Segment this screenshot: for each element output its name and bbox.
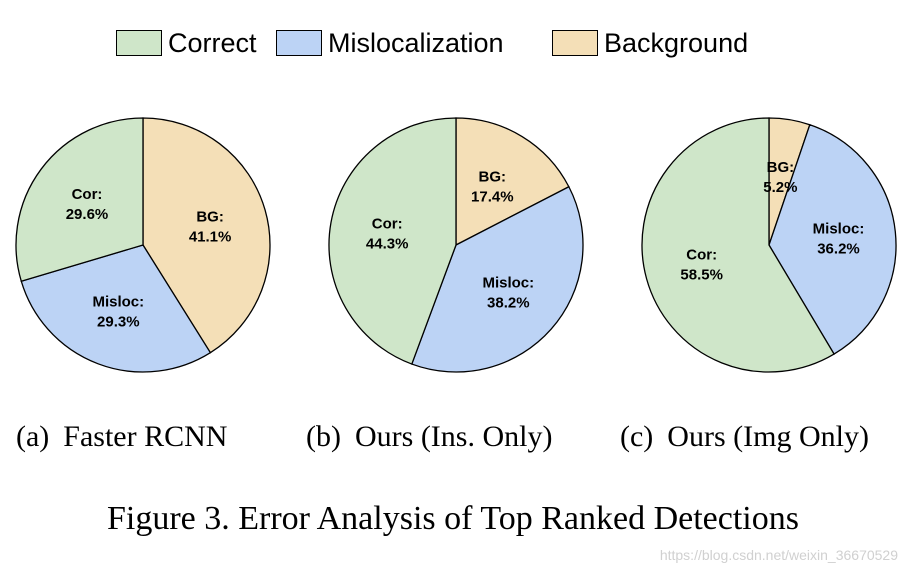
pie-b-slice-cor: [328, 117, 457, 365]
pie-a-slice-cor: [15, 117, 144, 283]
legend-item-mislocalization: Mislocalization: [276, 20, 504, 66]
pie-c-label-bg: BG:: [767, 159, 795, 176]
pie-chart-a: BG: 41.1% Misloc: 29.3% Cor: 29.6%: [15, 117, 271, 373]
caption-b-text: Ours (Ins. Only): [354, 420, 553, 453]
pie-chart-c: BG: 5.2% Misloc: 36.2% Cor: 58.5%: [641, 117, 897, 373]
pie-a-label-misloc: Misloc:: [92, 293, 144, 310]
legend-label-correct: Correct: [168, 27, 257, 58]
pie-b-label-cor: Cor:: [372, 216, 403, 233]
pie-b-value-misloc: 38.2%: [487, 294, 530, 311]
legend-label-mislocalization: Mislocalization: [328, 27, 504, 58]
pie-a-slice-misloc: [20, 244, 212, 373]
caption-a-tag: (a): [16, 420, 50, 453]
pie-a-value-misloc: 29.3%: [97, 313, 140, 330]
legend: Correct Mislocalization Background: [0, 20, 906, 66]
pie-a-slice-bg: [142, 117, 271, 354]
legend-swatch-mislocalization: [276, 30, 322, 56]
pie-b-label-bg: BG:: [479, 168, 507, 185]
pie-c-value-cor: 58.5%: [680, 267, 723, 284]
pie-a-label-bg: BG:: [196, 209, 224, 226]
pie-b-value-bg: 17.4%: [471, 188, 514, 205]
watermark: https://blog.csdn.net/weixin_36670529: [659, 547, 898, 563]
caption-c-tag: (c): [620, 420, 654, 453]
pie-a-label-cor: Cor:: [72, 186, 103, 203]
caption-a: (a) Faster RCNN: [16, 420, 227, 454]
legend-item-correct: Correct: [116, 20, 257, 66]
pie-c-slice-misloc: [768, 123, 897, 355]
pie-b-value-cor: 44.3%: [366, 236, 409, 253]
pie-c-value-misloc: 36.2%: [817, 241, 860, 258]
pie-c-slice-cor: [641, 117, 835, 373]
pie-a-value-bg: 41.1%: [189, 229, 232, 246]
legend-label-background: Background: [604, 27, 749, 58]
pie-c-value-bg: 5.2%: [763, 179, 797, 196]
caption-c: (c) Ours (Img Only): [620, 420, 869, 454]
pie-charts: BG: 41.1% Misloc: 29.3% Cor: 29.6% BG: 17.4% Mis…: [15, 117, 897, 373]
pie-a-value-cor: 29.6%: [66, 206, 109, 223]
caption-a-text: Faster RCNN: [63, 420, 228, 453]
caption-b: (b) Ours (Ins. Only): [306, 420, 552, 454]
pie-chart-b: BG: 17.4% Misloc: 38.2% Cor: 44.3%: [328, 117, 584, 373]
caption-b-tag: (b): [306, 420, 341, 453]
pie-b-label-misloc: Misloc:: [482, 274, 534, 291]
pie-c-label-misloc: Misloc:: [813, 221, 865, 238]
pie-b-slice-misloc: [410, 185, 584, 373]
legend-item-background: Background: [552, 20, 748, 66]
figure-caption: Figure 3. Error Analysis of Top Ranked D…: [107, 500, 799, 537]
caption-c-text: Ours (Img Only): [667, 420, 869, 453]
pie-b-slice-bg: [455, 117, 570, 247]
legend-swatch-background: [552, 30, 598, 56]
pie-c-label-cor: Cor:: [686, 247, 717, 264]
legend-swatch-correct: [116, 30, 162, 56]
